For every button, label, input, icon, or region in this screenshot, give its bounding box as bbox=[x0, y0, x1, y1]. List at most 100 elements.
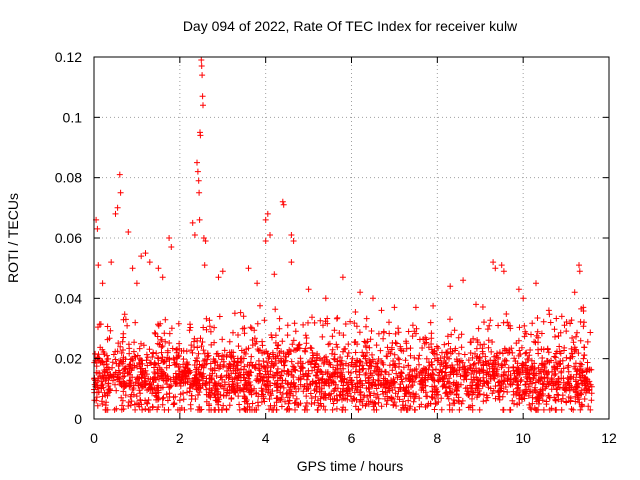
data-point bbox=[456, 398, 462, 405]
data-point bbox=[271, 271, 278, 278]
data-point bbox=[140, 383, 147, 390]
data-point bbox=[523, 386, 530, 393]
data-point bbox=[288, 259, 295, 266]
data-point bbox=[515, 382, 522, 389]
data-point bbox=[329, 346, 336, 353]
data-point bbox=[114, 204, 121, 211]
data-point bbox=[373, 406, 380, 413]
data-point bbox=[429, 370, 436, 377]
data-point bbox=[110, 377, 116, 384]
data-point bbox=[361, 392, 368, 399]
data-point bbox=[155, 384, 162, 391]
data-point bbox=[112, 210, 119, 217]
data-point bbox=[484, 380, 491, 387]
data-point bbox=[398, 347, 405, 354]
data-point bbox=[313, 352, 320, 359]
data-point bbox=[344, 396, 351, 403]
data-point bbox=[518, 376, 525, 383]
data-point bbox=[178, 379, 184, 386]
data-point bbox=[155, 370, 162, 377]
data-point bbox=[378, 382, 385, 389]
data-point bbox=[524, 369, 531, 376]
data-point bbox=[158, 349, 165, 356]
data-point bbox=[373, 385, 380, 392]
data-point bbox=[216, 396, 223, 403]
data-point bbox=[274, 352, 281, 359]
data-point bbox=[290, 238, 297, 244]
data-point bbox=[260, 358, 267, 365]
data-point bbox=[246, 379, 253, 385]
data-point bbox=[554, 385, 561, 392]
data-point bbox=[388, 344, 395, 351]
data-point bbox=[555, 381, 562, 388]
data-point bbox=[267, 382, 274, 389]
data-point bbox=[132, 379, 139, 386]
data-point bbox=[553, 406, 560, 413]
data-point bbox=[332, 385, 339, 392]
data-point bbox=[284, 332, 291, 339]
data-point bbox=[567, 354, 574, 361]
data-point bbox=[356, 389, 363, 396]
data-point bbox=[534, 315, 541, 321]
data-point bbox=[264, 359, 270, 366]
data-point bbox=[129, 386, 136, 393]
data-point bbox=[434, 357, 441, 364]
data-point bbox=[391, 304, 398, 311]
data-point bbox=[450, 400, 457, 407]
data-point bbox=[196, 189, 203, 196]
data-point bbox=[352, 309, 359, 315]
data-point bbox=[284, 389, 291, 396]
data-point bbox=[456, 364, 463, 371]
data-point bbox=[410, 398, 417, 405]
data-point bbox=[305, 319, 311, 326]
data-point bbox=[339, 389, 346, 395]
data-point bbox=[486, 322, 493, 329]
data-point bbox=[431, 383, 438, 390]
data-point bbox=[251, 335, 258, 342]
data-point bbox=[352, 403, 359, 410]
data-point bbox=[573, 333, 579, 340]
data-point bbox=[98, 378, 105, 385]
data-point bbox=[565, 394, 572, 400]
data-point bbox=[127, 378, 134, 384]
data-point bbox=[252, 361, 259, 368]
data-point bbox=[121, 373, 128, 379]
data-point bbox=[445, 340, 452, 347]
data-point bbox=[121, 366, 127, 373]
data-point bbox=[329, 350, 335, 357]
data-point bbox=[166, 340, 173, 346]
data-point bbox=[536, 394, 543, 401]
data-point bbox=[105, 355, 112, 362]
data-point bbox=[384, 353, 391, 360]
data-point bbox=[307, 361, 314, 368]
data-point bbox=[199, 72, 206, 79]
data-point bbox=[565, 378, 572, 385]
data-point bbox=[262, 216, 269, 223]
data-point bbox=[317, 400, 324, 407]
data-point bbox=[558, 313, 565, 320]
data-point bbox=[120, 316, 127, 323]
data-point bbox=[382, 395, 388, 402]
data-point bbox=[362, 402, 369, 409]
data-point bbox=[413, 366, 420, 372]
data-point bbox=[373, 394, 379, 401]
data-point bbox=[574, 329, 580, 336]
data-point bbox=[383, 401, 390, 408]
data-point bbox=[202, 238, 209, 244]
data-point bbox=[370, 295, 376, 302]
data-point bbox=[420, 365, 427, 372]
data-point bbox=[502, 384, 509, 390]
data-point bbox=[471, 360, 478, 367]
data-point bbox=[406, 378, 413, 385]
data-point bbox=[336, 357, 343, 364]
data-point bbox=[498, 381, 505, 388]
data-point bbox=[352, 368, 359, 375]
data-point bbox=[300, 365, 306, 371]
data-point bbox=[509, 397, 516, 404]
data-point bbox=[523, 349, 530, 356]
data-point bbox=[578, 401, 585, 408]
data-point bbox=[438, 406, 445, 413]
data-point bbox=[145, 386, 152, 392]
data-point bbox=[371, 390, 377, 397]
data-point bbox=[198, 63, 205, 69]
